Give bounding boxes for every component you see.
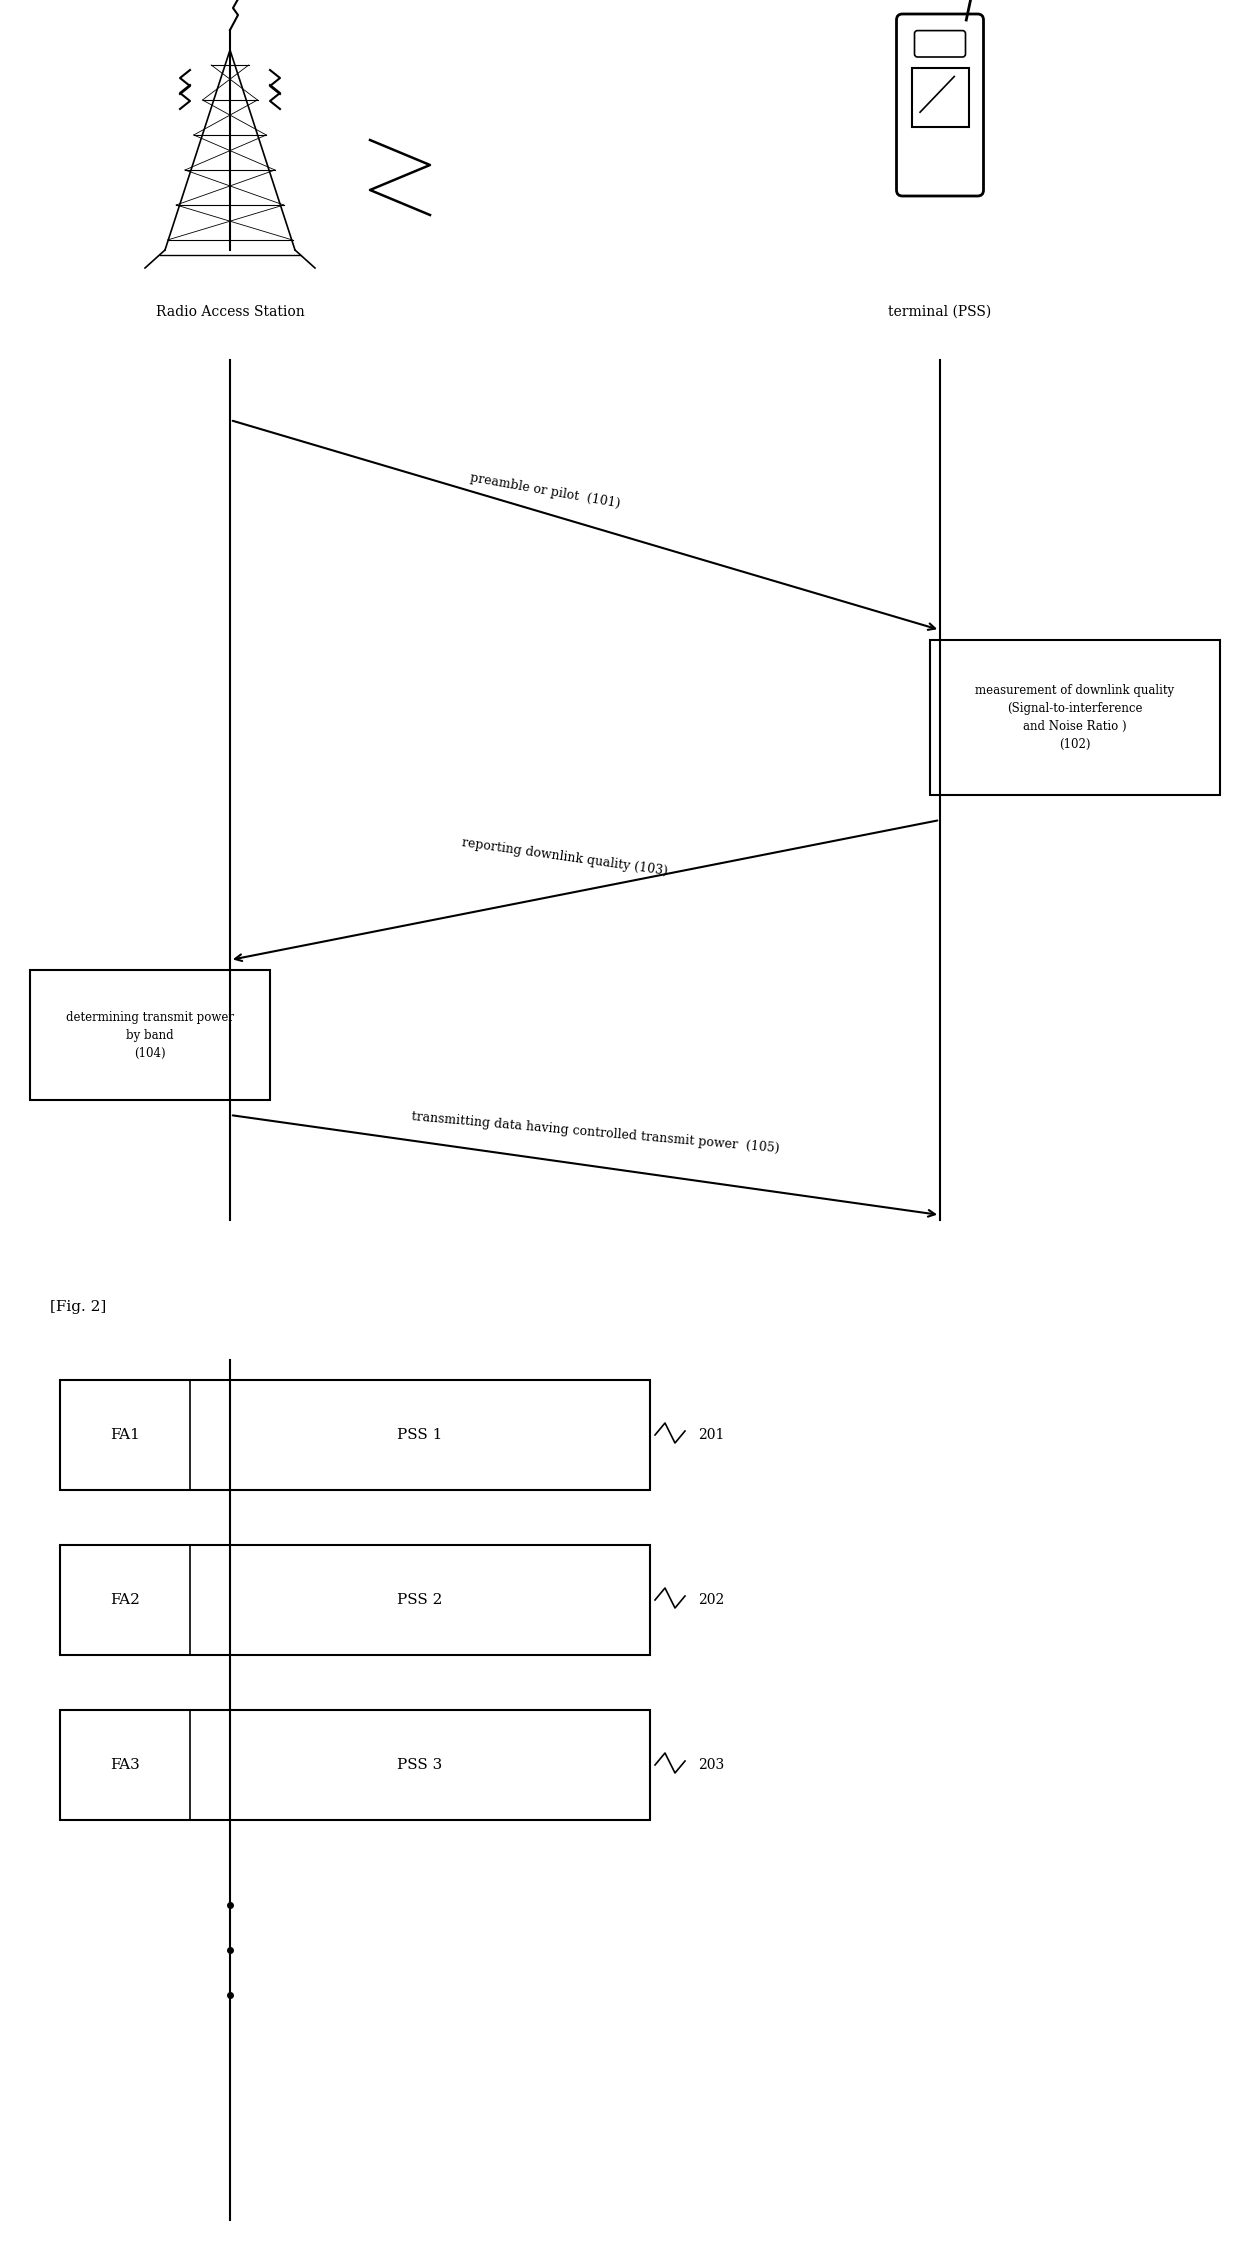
Bar bbox=[930, 640, 1220, 795]
Bar bbox=[30, 971, 270, 1099]
Bar bbox=[60, 1546, 650, 1656]
Bar bbox=[911, 68, 968, 126]
Text: [Fig. 2]: [Fig. 2] bbox=[50, 1300, 107, 1313]
Text: measurement of downlink quality
(Signal-to-interference
and Noise Ratio )
(102): measurement of downlink quality (Signal-… bbox=[976, 685, 1174, 750]
Text: transmitting data having controlled transmit power  (105): transmitting data having controlled tran… bbox=[410, 1111, 780, 1156]
Text: preamble or pilot  (101): preamble or pilot (101) bbox=[469, 471, 621, 509]
Bar bbox=[60, 1710, 650, 1820]
Text: FA2: FA2 bbox=[110, 1593, 140, 1606]
Text: PSS 3: PSS 3 bbox=[397, 1757, 443, 1773]
Text: FA3: FA3 bbox=[110, 1757, 140, 1773]
FancyBboxPatch shape bbox=[897, 14, 983, 196]
Text: Radio Access Station: Radio Access Station bbox=[156, 304, 304, 320]
Text: 202: 202 bbox=[698, 1593, 724, 1606]
Text: FA1: FA1 bbox=[110, 1428, 140, 1442]
Text: 201: 201 bbox=[698, 1428, 724, 1442]
Text: PSS 2: PSS 2 bbox=[397, 1593, 443, 1606]
Text: terminal (PSS): terminal (PSS) bbox=[888, 304, 992, 320]
Text: reporting downlink quality (103): reporting downlink quality (103) bbox=[461, 836, 668, 879]
Text: determining transmit power
by band
(104): determining transmit power by band (104) bbox=[66, 1012, 234, 1059]
FancyBboxPatch shape bbox=[915, 32, 966, 56]
Text: PSS 1: PSS 1 bbox=[397, 1428, 443, 1442]
Text: 203: 203 bbox=[698, 1757, 724, 1773]
Bar bbox=[60, 1381, 650, 1489]
